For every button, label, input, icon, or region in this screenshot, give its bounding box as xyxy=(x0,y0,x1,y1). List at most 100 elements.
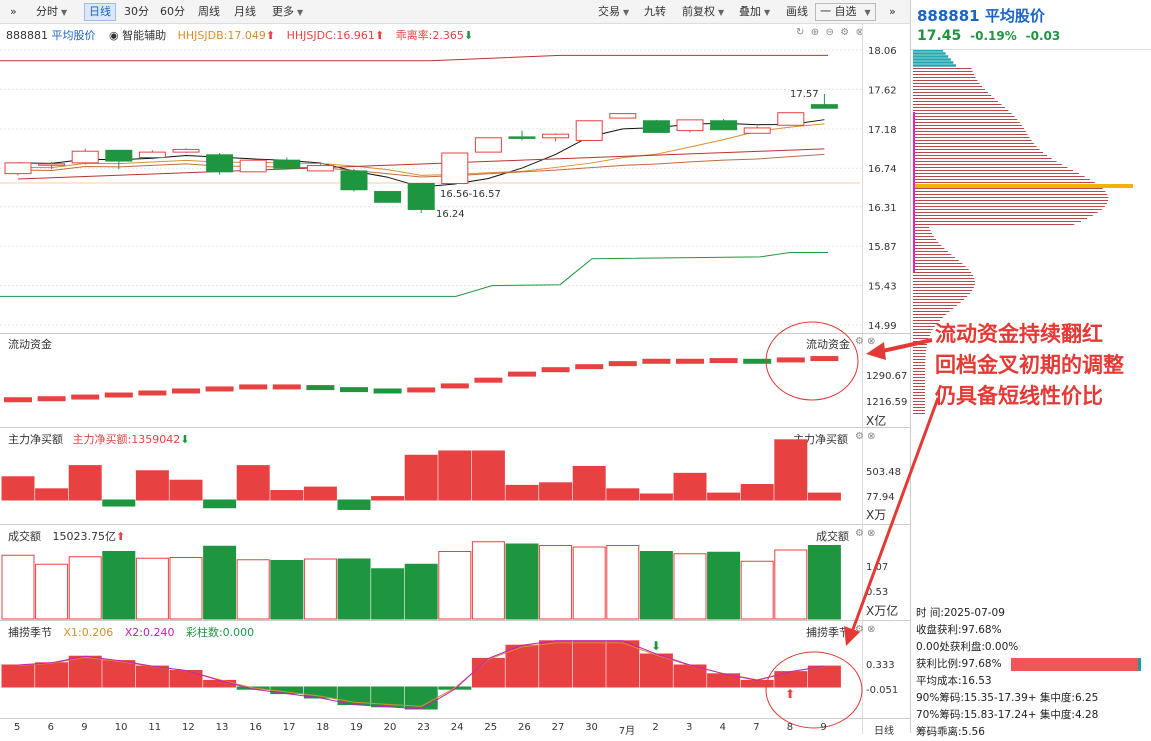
band-upper-line xyxy=(0,54,828,62)
pane-divider xyxy=(0,333,910,334)
close-icon[interactable]: ⊗ xyxy=(855,27,864,38)
period-60min[interactable]: 60分 xyxy=(160,5,185,18)
x-tick-label: 23 xyxy=(417,722,430,733)
x-tick-label: 24 xyxy=(450,722,464,733)
fuquan-menu[interactable]: 前复权 ▼ xyxy=(682,5,725,18)
ma20-line xyxy=(17,153,825,178)
low-label: 16.24 xyxy=(436,209,465,220)
bar xyxy=(505,543,539,620)
settings-icon[interactable]: ⚙ xyxy=(855,431,864,442)
bar xyxy=(1,554,35,620)
bar xyxy=(807,492,841,501)
flow-bar xyxy=(541,367,570,373)
refresh-icon[interactable]: ↻ xyxy=(796,27,805,38)
flow-bar xyxy=(608,361,637,367)
season-pane-title: 捕捞季节 X1:0.206 X2:0.240 彩柱数:0.000 xyxy=(8,626,255,639)
bar xyxy=(505,484,539,501)
bar xyxy=(337,558,371,620)
close-icon[interactable]: ⊗ xyxy=(867,528,876,539)
period-fenshi[interactable]: 分时 ▼ xyxy=(36,5,68,18)
bar xyxy=(35,563,69,620)
net-buy-bars xyxy=(1,439,841,510)
period-weekly[interactable]: 周线 xyxy=(198,5,220,18)
x-tick-label: 2 xyxy=(652,722,659,733)
bar xyxy=(102,551,136,620)
overlay-menu[interactable]: 叠加 ▼ xyxy=(739,5,771,18)
stat-ratio-row: 获利比例:97.68% xyxy=(916,656,1148,673)
range-label: 16.56-16.57 xyxy=(440,189,501,200)
candles xyxy=(4,93,838,214)
indicator-bias: 乖离率:2.365⬇ xyxy=(395,29,474,42)
flow-bar xyxy=(4,397,32,403)
candle xyxy=(206,153,234,175)
settings-icon[interactable]: ⚙ xyxy=(840,27,850,38)
pane-divider xyxy=(0,427,910,428)
quote-pct: -0.19% xyxy=(970,29,1017,43)
settings-icon[interactable]: ⚙ xyxy=(855,336,864,347)
period-monthly[interactable]: 月线 xyxy=(234,5,256,18)
smart-assist-toggle[interactable]: ◉ 智能辅助 xyxy=(109,29,167,42)
bar xyxy=(68,655,102,688)
stock-code: 888881 xyxy=(6,29,48,42)
bar xyxy=(169,557,203,620)
vol-pane-controls: ⚙ ⊗ xyxy=(855,528,876,539)
flow-bar xyxy=(172,388,200,394)
bar xyxy=(371,568,405,620)
bar xyxy=(505,644,539,688)
bar xyxy=(236,559,270,620)
bar xyxy=(236,465,270,501)
bar xyxy=(35,662,69,688)
bar xyxy=(303,486,337,501)
quote-price: 17.45 xyxy=(917,28,962,44)
flow-bar xyxy=(407,387,436,393)
candle xyxy=(71,148,99,165)
close-icon[interactable]: ⊗ xyxy=(867,336,876,347)
flow-axis-2: 1216.59 xyxy=(866,397,908,408)
net-pane-title: 主力净买额 主力净买额:1359042⬇ xyxy=(8,433,190,446)
bar xyxy=(707,492,741,501)
chip-stats: 时 间:2025-07-09 收盘获利:97.68% 0.00处获利盘:0.00… xyxy=(916,605,1148,741)
flow-pane-controls: ⚙ ⊗ xyxy=(855,336,876,347)
price-tick: 15.87 xyxy=(868,242,897,253)
season-pane-controls: ⚙ ⊗ xyxy=(855,624,876,635)
zoom-in-icon[interactable]: ⊕ xyxy=(810,27,820,38)
x-tick-label: 7月 xyxy=(618,726,636,737)
candle xyxy=(407,182,435,214)
candle xyxy=(306,162,334,172)
period-daily[interactable]: 日线 xyxy=(84,3,116,21)
watchlist-button[interactable]: 一 自选 ▼ xyxy=(815,3,876,21)
zoom-out-icon[interactable]: ⊖ xyxy=(825,27,834,38)
close-icon[interactable]: ⊗ xyxy=(867,431,876,442)
season-x1: X1:0.206 xyxy=(63,626,114,639)
bar xyxy=(539,482,573,501)
bar xyxy=(102,660,136,688)
candle xyxy=(642,119,670,133)
stat-c90: 90%筹码:15.35-17.39+ 集中度:6.25 xyxy=(916,692,1099,704)
bar xyxy=(471,657,505,688)
season-x2: X2:0.240 xyxy=(124,626,175,639)
trade-menu[interactable]: 交易 ▼ xyxy=(598,5,630,18)
x-tick-label: 9 xyxy=(820,722,827,733)
chip-distribution xyxy=(913,50,1133,414)
settings-icon[interactable]: ⚙ xyxy=(855,528,864,539)
candle xyxy=(474,137,502,153)
season-highlight-circle xyxy=(765,651,863,729)
period-more[interactable]: 更多 ▼ xyxy=(272,5,304,18)
bar xyxy=(270,560,304,620)
band-lower-line xyxy=(0,251,828,297)
price-tick: 16.74 xyxy=(868,164,897,175)
bar xyxy=(135,470,169,501)
collapse-icon[interactable]: » xyxy=(10,5,17,18)
x-tick-label: 27 xyxy=(551,722,565,733)
flow-axis-1: 1290.67 xyxy=(866,371,908,382)
close-icon[interactable]: ⊗ xyxy=(867,624,876,635)
flow-bars xyxy=(4,356,839,403)
settings-icon[interactable]: ⚙ xyxy=(855,624,864,635)
period-30min[interactable]: 30分 xyxy=(124,5,149,18)
x-tick-label: 12 xyxy=(182,722,195,733)
draw-button[interactable]: 画线 xyxy=(786,5,808,18)
expand-icon[interactable]: » xyxy=(889,5,896,18)
jiuzhuan-button[interactable]: 九转 xyxy=(644,5,666,18)
x-tick-label: 30 xyxy=(585,722,598,733)
bar xyxy=(438,450,472,501)
